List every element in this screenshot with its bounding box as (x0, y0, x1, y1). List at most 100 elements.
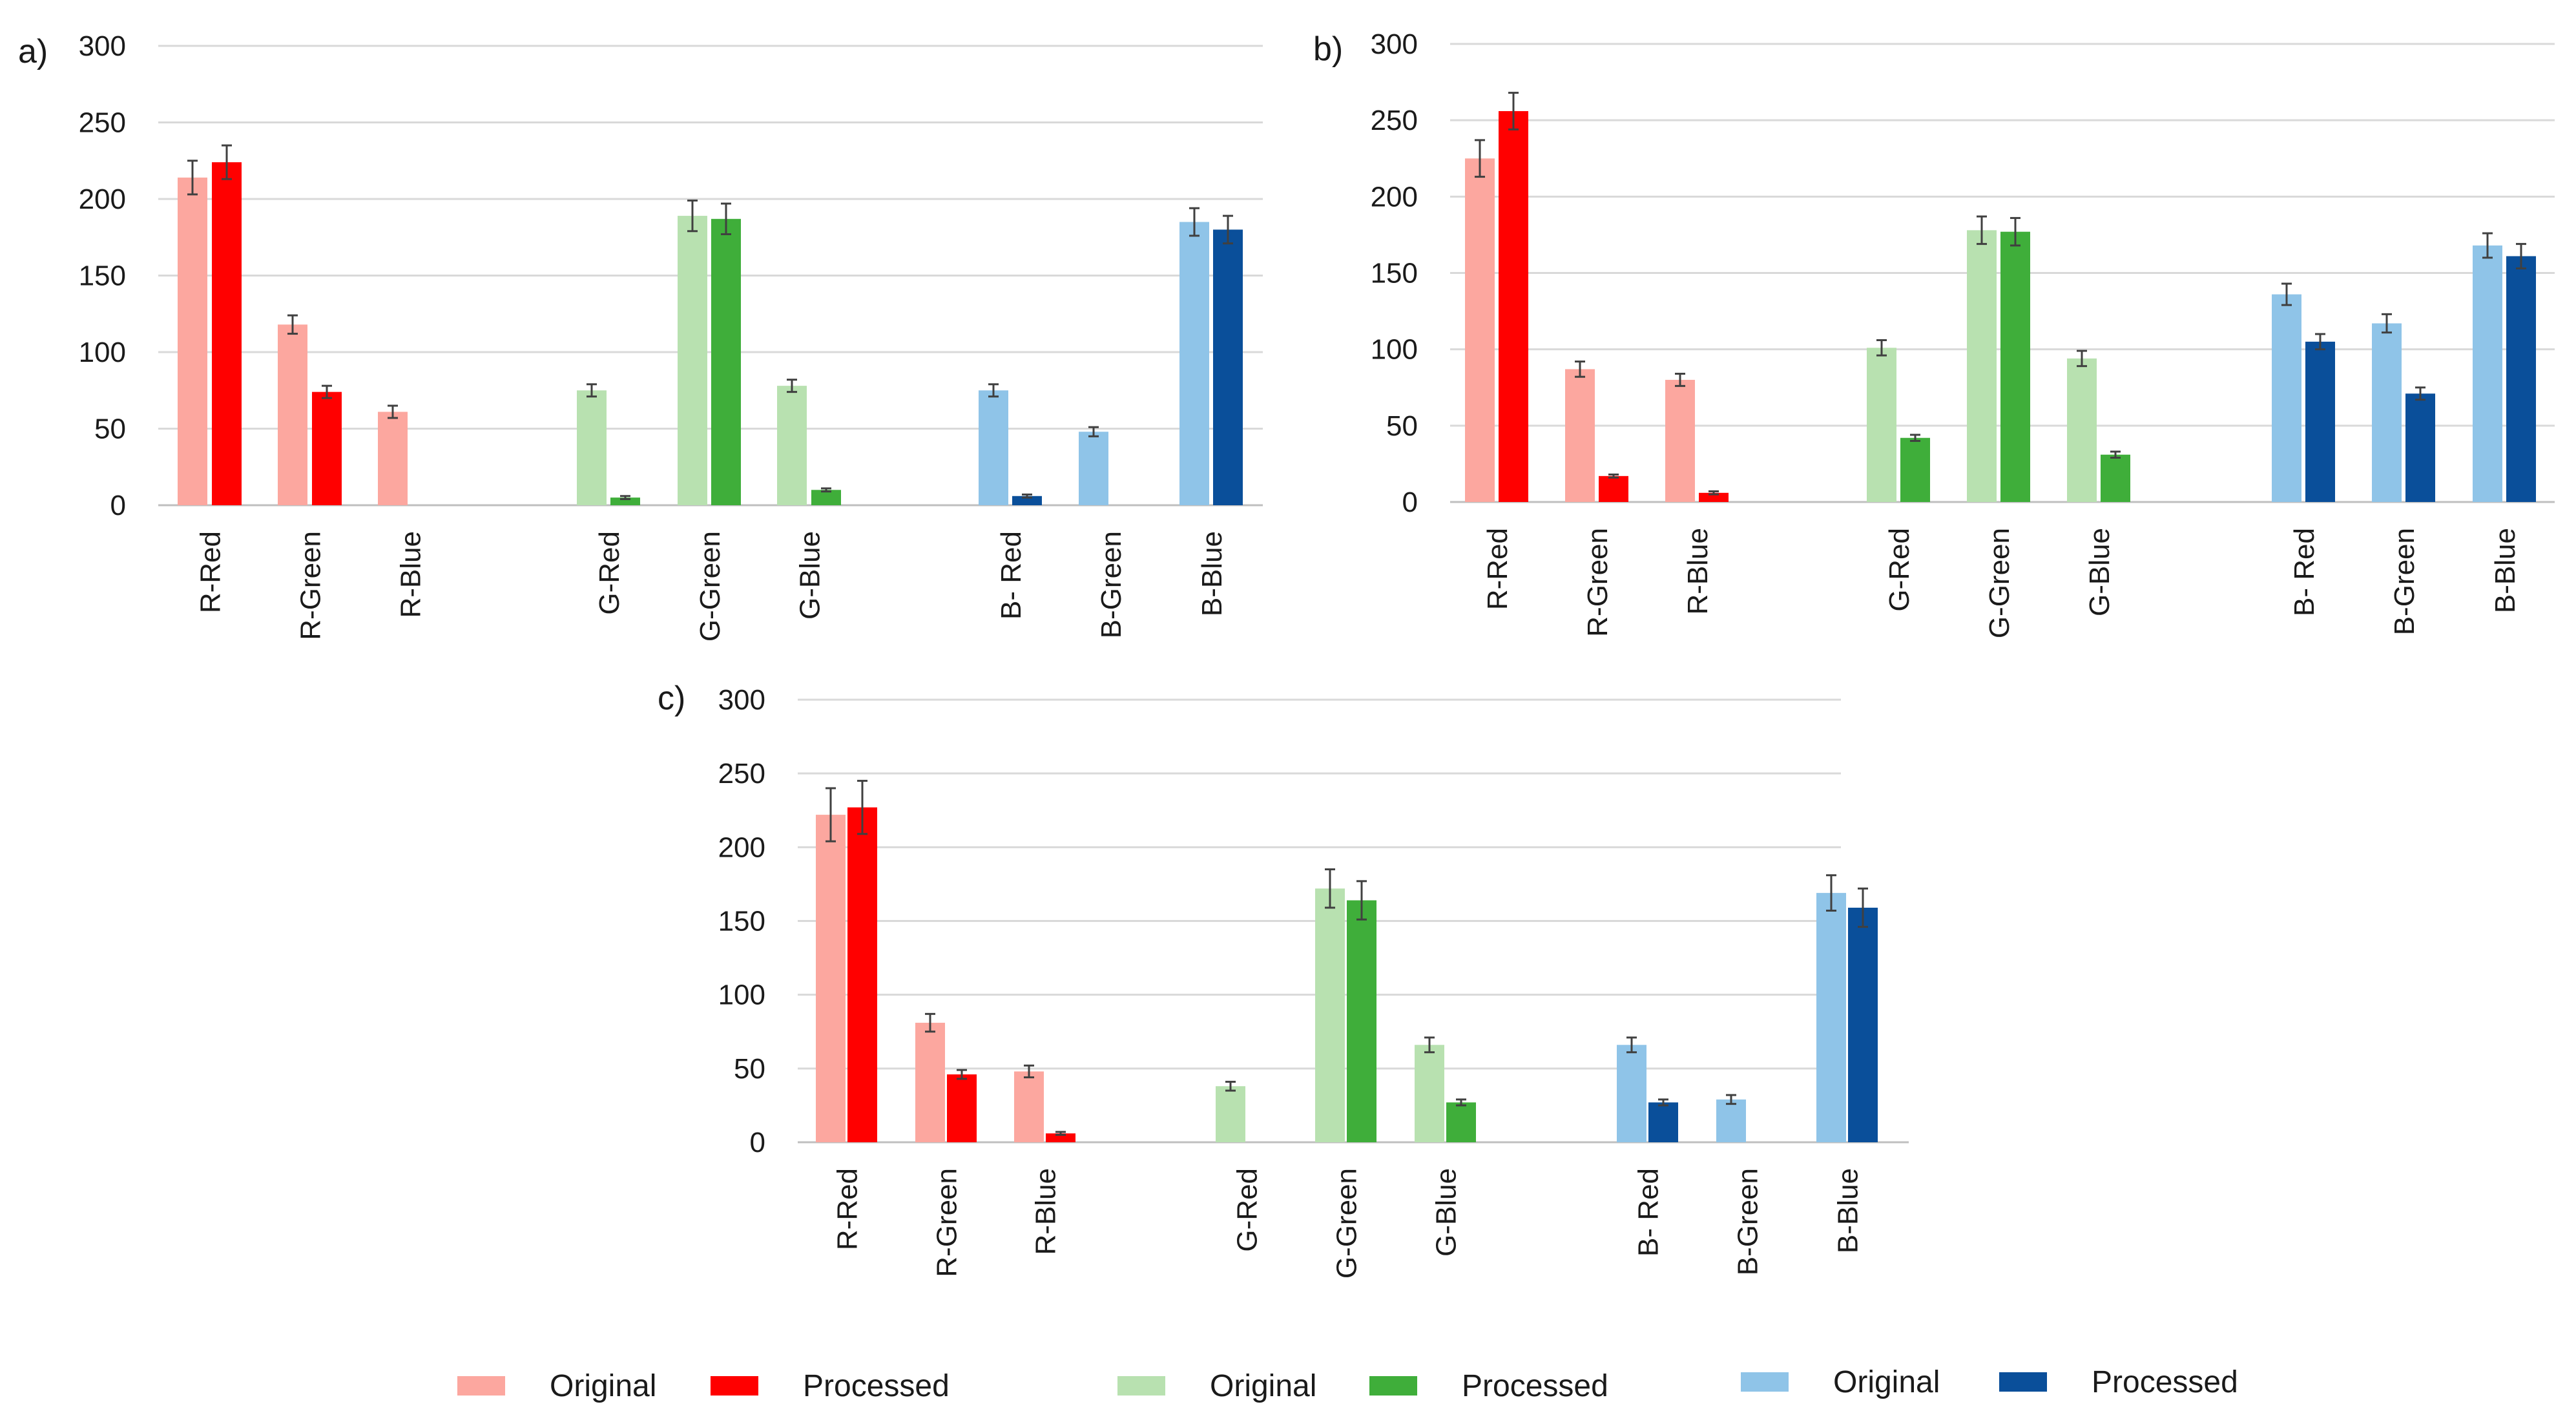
x-tick-label: B-Blue (1833, 1168, 1864, 1253)
x-tick-label: B-Green (1096, 531, 1127, 638)
chart-panel-b: b) 0 50 100 150 200 250 300 R-Red R-Green R-Blue G-… (1313, 28, 2555, 638)
bar-original-b-green (1716, 1099, 1746, 1142)
x-tick-label: R-Blue (1030, 1168, 1062, 1255)
x-tick-label: G-Green (694, 531, 726, 642)
x-tick-label: G-Green (1331, 1168, 1363, 1279)
legend-item-processed: Processed (1369, 1369, 1608, 1403)
x-tick-label: G-Red (1884, 528, 1915, 612)
legend-swatch (711, 1376, 758, 1396)
y-tick-label: 150 (718, 906, 765, 937)
x-tick-label: B-Green (1732, 1168, 1764, 1275)
bar-processed-r-green (312, 392, 342, 505)
bar-processed-g-blue (2101, 454, 2130, 502)
x-tick-label: R-Red (1482, 528, 1513, 610)
bar-processed-r-red (1499, 110, 1528, 502)
legend-swatch (1369, 1376, 1417, 1396)
bar-processed-b-blue (1213, 229, 1243, 505)
bar-processed-b-red (1012, 496, 1042, 505)
bar-original-b-blue (2473, 245, 2502, 502)
x-tick-label: R-Green (1582, 528, 1614, 637)
bar-original-r-green (278, 324, 307, 505)
y-tick-label: 250 (79, 107, 126, 139)
x-tick-label: R-Blue (1682, 528, 1714, 615)
bar-original-b-blue (1816, 893, 1846, 1142)
x-tick-label: B-Green (2389, 528, 2420, 635)
bar-original-g-red (1867, 348, 1896, 502)
y-tick-label: 300 (1371, 28, 1418, 60)
y-tick-label: 50 (734, 1053, 765, 1085)
bar-original-r-blue (1014, 1071, 1044, 1142)
bar-original-g-green (1315, 888, 1345, 1142)
bar-processed-r-red (212, 162, 242, 505)
bar-processed-r-green (947, 1074, 977, 1142)
x-tick-label: B- Red (1633, 1168, 1665, 1257)
y-tick-label: 200 (1371, 181, 1418, 213)
bar-processed-g-green (711, 218, 741, 505)
bar-original-b-blue (1179, 222, 1209, 505)
bar-original-g-green (678, 216, 707, 505)
y-tick-label: 0 (1402, 486, 1418, 518)
legend-swatch (1999, 1372, 2047, 1392)
bar-original-g-green (1967, 230, 1997, 502)
bar-processed-b-blue (2506, 256, 2536, 502)
bar-original-r-green (1565, 369, 1595, 502)
bar-original-b-red (1617, 1045, 1646, 1142)
bar-original-b-red (979, 390, 1008, 505)
panel-label: c) (658, 680, 685, 717)
legend-label: Processed (803, 1369, 950, 1403)
x-tick-label: R-Green (931, 1168, 963, 1277)
y-tick-label: 100 (79, 337, 126, 368)
bar-original-g-red (577, 390, 607, 505)
legend: Original Processed Original Processed Origin… (457, 1365, 2238, 1403)
bar-processed-g-blue (1446, 1102, 1476, 1142)
y-tick-label: 0 (750, 1127, 765, 1158)
legend-item-original: Original (457, 1369, 656, 1403)
legend-item-processed: Processed (1999, 1365, 2238, 1399)
x-tick-label: G-Blue (2084, 528, 2115, 616)
bar-processed-r-blue (1699, 492, 1729, 502)
bar-original-r-blue (1665, 379, 1695, 502)
x-tick-label: G-Red (1232, 1168, 1263, 1252)
y-tick-label: 100 (1371, 334, 1418, 366)
legend-label: Original (1210, 1369, 1316, 1403)
y-tick-label: 50 (94, 413, 126, 445)
x-tick-label: G-Green (1984, 528, 2015, 638)
bar-processed-r-red (847, 807, 877, 1142)
bar-processed-r-blue (1046, 1133, 1075, 1142)
x-tick-label: G-Red (594, 531, 625, 615)
legend-swatch (1741, 1372, 1789, 1392)
bar-original-r-blue (378, 412, 408, 505)
y-tick-label: 300 (79, 30, 126, 62)
y-tick-label: 300 (718, 684, 765, 716)
panel-label: b) (1313, 30, 1343, 68)
y-tick-label: 50 (1386, 410, 1418, 442)
bar-processed-g-green (1347, 900, 1376, 1142)
bar-original-r-green (915, 1023, 945, 1142)
bar-processed-b-red (1648, 1102, 1678, 1142)
bar-processed-r-green (1599, 476, 1628, 502)
y-tick-label: 150 (79, 260, 126, 292)
x-tick-label: R-Green (295, 531, 327, 640)
legend-label: Original (550, 1369, 656, 1403)
bar-processed-b-blue (1848, 907, 1878, 1142)
bar-original-b-green (2372, 323, 2402, 502)
x-tick-label: B-Blue (2489, 528, 2521, 613)
bar-original-g-red (1216, 1086, 1245, 1142)
bar-original-r-red (816, 815, 846, 1142)
bar-processed-g-green (2000, 231, 2030, 502)
y-tick-label: 0 (110, 490, 126, 521)
x-tick-label: B-Blue (1196, 531, 1228, 616)
bar-original-g-blue (777, 386, 807, 505)
x-tick-label: R-Red (195, 531, 227, 613)
bar-original-b-red (2272, 294, 2301, 502)
x-tick-label: G-Blue (795, 531, 826, 620)
y-tick-label: 200 (79, 183, 126, 215)
legend-item-original: Original (1117, 1369, 1316, 1403)
bar-original-g-blue (1415, 1045, 1444, 1142)
legend-label: Processed (2092, 1365, 2238, 1399)
legend-swatch (457, 1376, 505, 1396)
legend-swatch (1117, 1376, 1165, 1396)
y-tick-label: 250 (718, 758, 765, 789)
